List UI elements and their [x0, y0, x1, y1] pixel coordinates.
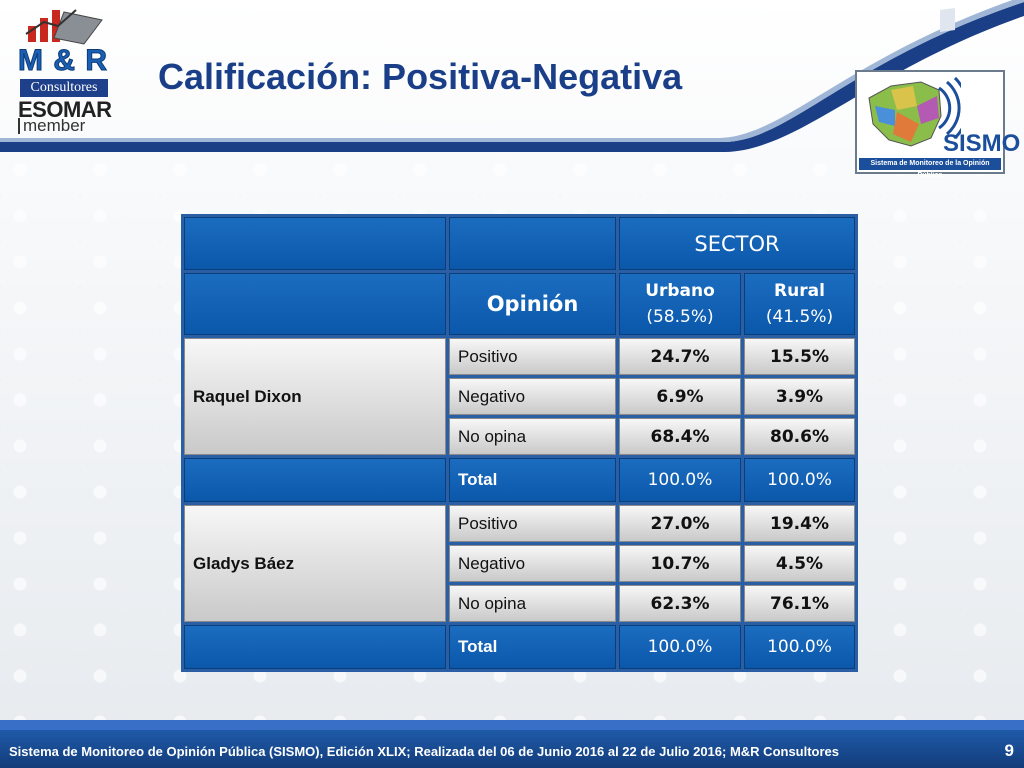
candidate-name: Gladys Báez	[184, 505, 446, 622]
page-number: 9	[1004, 741, 1014, 760]
table-header-row-1: SECTOR	[184, 217, 855, 270]
header-empty-cell	[184, 273, 446, 335]
value-cell: 6.9%	[619, 378, 741, 415]
total-empty-cell	[184, 625, 446, 669]
total-value: 100.0%	[744, 625, 855, 669]
value-cell: 80.6%	[744, 418, 855, 455]
column-name: Urbano	[645, 281, 715, 301]
esomar-label: ESOMAR	[18, 97, 112, 122]
value-cell: 19.4%	[744, 505, 855, 542]
table-row: No opina 62.3% 76.1%	[184, 585, 855, 622]
total-label: Total	[449, 625, 616, 669]
option-label: Negativo	[449, 545, 616, 582]
mr-consultores-logo: M & R Consultores ESOMAR member	[10, 4, 112, 136]
value-cell: 76.1%	[744, 585, 855, 622]
mr-brand-text: M & R	[18, 44, 108, 78]
sector-header: SECTOR	[619, 217, 855, 270]
column-name: Rural	[774, 281, 825, 301]
value-cell: 62.3%	[619, 585, 741, 622]
table-row: Negativo 6.9% 3.9%	[184, 378, 855, 415]
total-value: 100.0%	[744, 458, 855, 502]
rating-table: SECTOR Opinión Urbano (58.5%) Rural (41.…	[181, 214, 858, 672]
table-row: Negativo 10.7% 4.5%	[184, 545, 855, 582]
option-label: Negativo	[449, 378, 616, 415]
column-share: (41.5%)	[765, 307, 834, 327]
option-label: No opina	[449, 418, 616, 455]
option-label: Positivo	[449, 505, 616, 542]
value-cell: 15.5%	[744, 338, 855, 375]
header-swoosh	[0, 0, 1024, 152]
header-empty-cell	[184, 217, 446, 270]
total-value: 100.0%	[619, 625, 741, 669]
column-header-urbano: Urbano (58.5%)	[619, 273, 741, 335]
sismo-brand-text: SISMO	[943, 130, 1021, 157]
total-value: 100.0%	[619, 458, 741, 502]
opinion-header: Opinión	[449, 273, 616, 335]
table-row: Raquel Dixon Positivo 24.7% 15.5%	[184, 338, 855, 455]
candidate-name: Raquel Dixon	[184, 338, 446, 455]
value-cell: 10.7%	[619, 545, 741, 582]
total-label: Total	[449, 458, 616, 502]
footer-stripe	[0, 720, 1024, 730]
total-row: Total 100.0% 100.0%	[184, 625, 855, 669]
member-label: member	[18, 117, 85, 134]
column-share: (58.5%)	[646, 307, 714, 327]
value-cell: 27.0%	[619, 505, 741, 542]
total-empty-cell	[184, 458, 446, 502]
sismo-caption: Sistema de Monitoreo de la Opinión Públi…	[859, 158, 1001, 179]
value-cell: 68.4%	[619, 418, 741, 455]
table-row: Gladys Báez Positivo 27.0% 19.4%	[184, 505, 855, 622]
total-row: Total 100.0% 100.0%	[184, 458, 855, 502]
column-header-rural: Rural (41.5%)	[744, 273, 855, 335]
value-cell: 24.7%	[619, 338, 741, 375]
value-cell: 3.9%	[744, 378, 855, 415]
rating-table-container: SECTOR Opinión Urbano (58.5%) Rural (41.…	[181, 214, 863, 672]
consultores-label: Consultores	[20, 79, 108, 97]
table-row: No opina 68.4% 80.6%	[184, 418, 855, 455]
footer-bar: Sistema de Monitoreo de Opinión Pública …	[0, 730, 1024, 768]
nicaragua-map-icon	[868, 76, 961, 147]
option-label: Positivo	[449, 338, 616, 375]
option-label: No opina	[449, 585, 616, 622]
table-header-row-2: Opinión Urbano (58.5%) Rural (41.5%)	[184, 273, 855, 335]
sismo-logo: SISMO Sistema de Monitoreo de la Opinión…	[855, 70, 1020, 179]
bar-chart-logo-icon	[25, 9, 103, 45]
header-empty-cell	[449, 217, 616, 270]
page-title: Calificación: Positiva-Negativa	[158, 56, 683, 97]
footer-text: Sistema de Monitoreo de Opinión Pública …	[9, 744, 840, 759]
value-cell: 4.5%	[744, 545, 855, 582]
